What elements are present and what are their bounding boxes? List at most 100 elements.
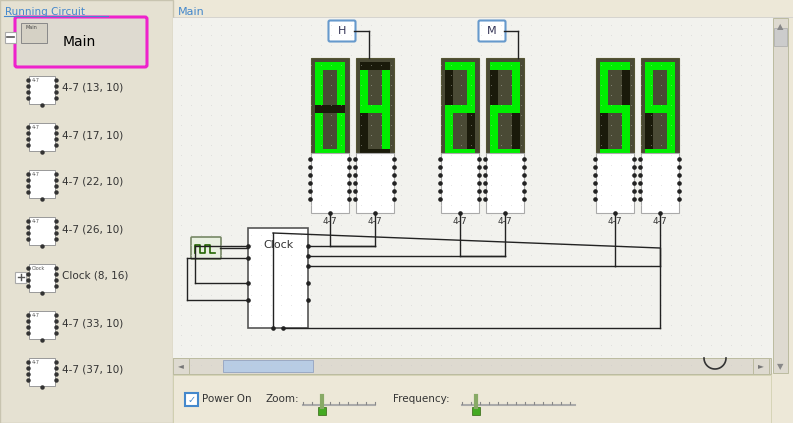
Text: 4-7 (13, 10): 4-7 (13, 10) <box>62 83 123 93</box>
Bar <box>5 32 16 43</box>
Bar <box>311 153 349 213</box>
Bar <box>472 407 480 415</box>
Text: Frequency:: Frequency: <box>393 395 450 404</box>
Text: ✓: ✓ <box>187 395 196 404</box>
Bar <box>600 70 607 105</box>
Bar <box>641 153 679 213</box>
Bar <box>173 358 771 374</box>
Bar <box>0 0 173 423</box>
Bar <box>600 105 630 113</box>
Bar <box>645 105 675 113</box>
Text: 4-7: 4-7 <box>453 217 467 226</box>
Text: 4-7: 4-7 <box>368 217 382 226</box>
Text: 4-7: 4-7 <box>32 172 40 177</box>
Bar <box>337 113 345 149</box>
Text: Clock: Clock <box>32 266 45 271</box>
Bar <box>356 153 394 213</box>
Bar <box>29 358 55 386</box>
Text: ▲: ▲ <box>777 22 783 31</box>
Bar <box>315 105 345 113</box>
Bar <box>645 113 653 149</box>
Bar <box>445 149 475 157</box>
Bar <box>600 149 630 157</box>
Text: Main: Main <box>178 7 205 17</box>
Text: ◄: ◄ <box>178 362 184 371</box>
Bar <box>382 113 390 149</box>
FancyBboxPatch shape <box>15 17 147 67</box>
Bar <box>173 375 771 423</box>
Bar <box>490 62 520 70</box>
Bar <box>185 393 198 406</box>
FancyBboxPatch shape <box>328 20 355 41</box>
Bar <box>382 70 390 105</box>
Bar <box>173 358 189 374</box>
Text: Clock (8, 16): Clock (8, 16) <box>62 271 128 281</box>
Text: 4-7: 4-7 <box>32 313 40 318</box>
Text: H: H <box>338 26 347 36</box>
Bar <box>667 70 675 105</box>
Bar <box>360 113 368 149</box>
Bar <box>445 62 475 70</box>
Bar <box>445 113 453 149</box>
Bar <box>360 105 390 113</box>
Text: 4-7: 4-7 <box>498 217 512 226</box>
Text: 4-7: 4-7 <box>653 217 668 226</box>
Text: 4-7 (37, 10): 4-7 (37, 10) <box>62 365 123 375</box>
Bar <box>645 70 653 105</box>
Bar <box>315 70 323 105</box>
Text: M: M <box>487 26 496 36</box>
Text: 4-7 (22, 10): 4-7 (22, 10) <box>62 177 123 187</box>
Text: 4-7: 4-7 <box>32 219 40 224</box>
Text: ►: ► <box>758 362 764 371</box>
Bar <box>29 311 55 339</box>
Bar <box>486 58 524 153</box>
Bar <box>173 18 775 373</box>
Bar <box>441 58 479 153</box>
Bar <box>445 105 475 113</box>
Bar <box>29 264 55 292</box>
Bar <box>490 113 498 149</box>
Bar <box>623 70 630 105</box>
Bar <box>315 149 345 157</box>
Text: Power On: Power On <box>202 395 251 404</box>
FancyBboxPatch shape <box>478 20 505 41</box>
FancyBboxPatch shape <box>191 237 221 259</box>
Text: Main: Main <box>25 25 36 30</box>
Bar <box>360 149 390 157</box>
Bar <box>360 62 390 70</box>
Bar <box>445 70 453 105</box>
Text: 4-7 (33, 10): 4-7 (33, 10) <box>62 318 123 328</box>
Bar <box>667 113 675 149</box>
Bar <box>641 58 679 153</box>
Text: 4-7 (26, 10): 4-7 (26, 10) <box>62 224 123 234</box>
Bar <box>337 70 345 105</box>
Bar <box>315 62 345 70</box>
Text: Main: Main <box>63 35 96 49</box>
Bar <box>490 70 498 105</box>
Bar <box>600 113 607 149</box>
Bar <box>248 228 308 328</box>
Bar <box>512 113 520 149</box>
Bar <box>645 62 675 70</box>
Bar <box>311 58 349 153</box>
Bar <box>486 153 524 213</box>
Text: 4-7: 4-7 <box>32 360 40 365</box>
Bar <box>596 153 634 213</box>
Text: 4-7: 4-7 <box>323 217 337 226</box>
Bar <box>467 70 475 105</box>
Bar <box>596 58 634 153</box>
Bar <box>773 18 788 373</box>
Bar <box>441 153 479 213</box>
Bar <box>29 76 55 104</box>
Bar <box>318 407 326 415</box>
Bar <box>21 23 47 43</box>
Bar <box>490 149 520 157</box>
Bar <box>223 360 313 372</box>
Text: 4-7 (17, 10): 4-7 (17, 10) <box>62 130 123 140</box>
Text: Zoom:: Zoom: <box>265 395 299 404</box>
Bar <box>29 170 55 198</box>
Bar <box>467 113 475 149</box>
Bar <box>356 58 394 153</box>
Bar <box>774 28 787 46</box>
Bar <box>600 62 630 70</box>
